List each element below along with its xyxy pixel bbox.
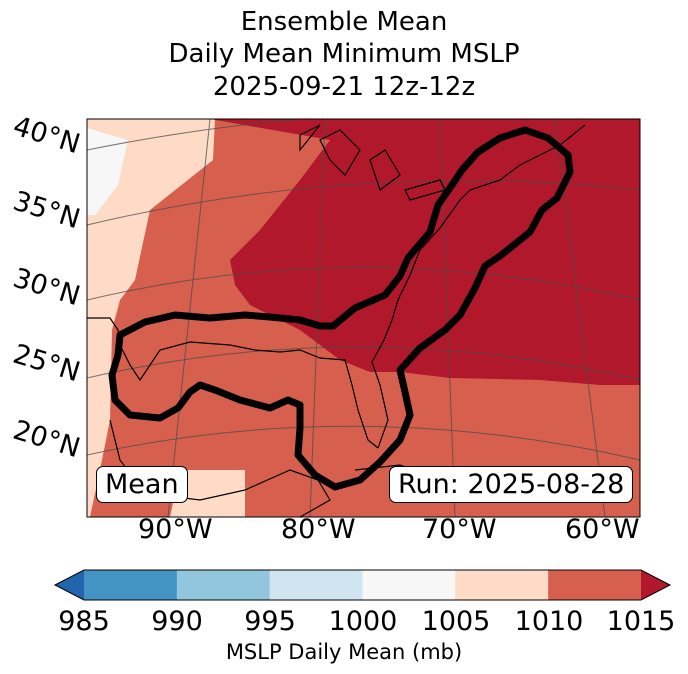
region-1000-1005	[87, 128, 128, 215]
colorbar-segment-1000	[362, 570, 456, 600]
colorbar-segment-1010	[548, 570, 642, 600]
great-lakes	[299, 124, 446, 201]
colorbar-tick-990: 990	[151, 606, 203, 637]
lon-label-90: 90°W	[138, 514, 213, 545]
colorbar-segment-1005	[455, 570, 549, 600]
lat-line-30	[87, 267, 640, 301]
florida-east	[371, 249, 421, 449]
colorbar-segment-990	[176, 570, 271, 600]
title-line-3: 2025-09-21 12z-12z	[212, 72, 476, 102]
colorbar-label: MSLP Daily Mean (mb)	[225, 640, 463, 664]
lon-line-80	[309, 119, 326, 517]
colorbar-tick-985: 985	[58, 606, 110, 637]
lat-line-25	[87, 346, 640, 381]
colorbar-under-arrow	[55, 570, 84, 600]
title-line-1: Ensemble Mean	[240, 7, 448, 37]
lat-line-20	[87, 425, 640, 461]
colorbar-tick-1015: 1015	[606, 606, 676, 637]
colorbar-tick-1010: 1010	[514, 606, 584, 637]
title-line-2: Daily Mean Minimum MSLP	[168, 39, 520, 69]
colorbar-segment-985	[84, 570, 178, 600]
colorbar-tick-1000: 1000	[328, 606, 398, 637]
lon-label-60: 60°W	[565, 514, 640, 545]
region-1005-1010	[87, 119, 245, 517]
atlantic-coast	[419, 124, 586, 251]
colorbar-over-arrow	[641, 570, 670, 600]
lon-label-70: 70°W	[422, 514, 497, 545]
run-label: Run: 2025-08-28	[389, 466, 634, 503]
lat-line-40	[87, 119, 307, 151]
colorbar-segment-995	[269, 570, 363, 600]
colorbar-tick-1005: 1005	[421, 606, 491, 637]
mean-label: Mean	[96, 466, 188, 503]
map-frame	[86, 118, 641, 518]
colorbar-tick-995: 995	[244, 606, 296, 637]
colorbar-outline	[53, 569, 672, 601]
lon-label-80: 80°W	[281, 514, 356, 545]
contour-1015	[108, 126, 574, 491]
